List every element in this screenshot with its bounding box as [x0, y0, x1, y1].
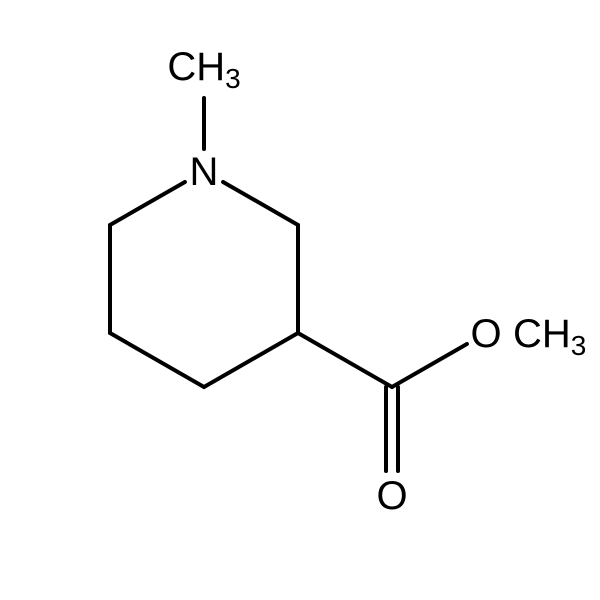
molecule-diagram: N CH3 O O CH3	[0, 0, 600, 600]
atom-label-N: N	[190, 150, 219, 194]
atom-label-O_single: O	[470, 312, 501, 356]
atom-label-CH3_top: CH3	[167, 45, 240, 94]
atom-label-O_dbl: O	[376, 474, 407, 518]
atom-label-CH3_right: CH3	[513, 312, 586, 361]
